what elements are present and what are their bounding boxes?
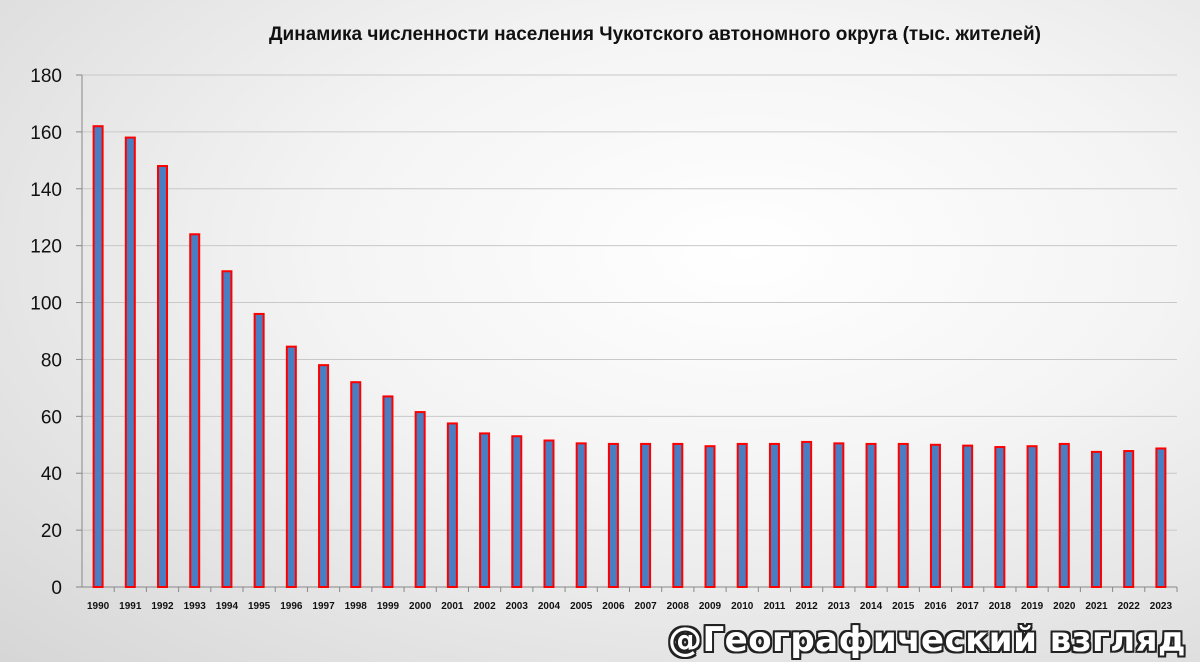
bar-2004 <box>543 439 555 588</box>
x-tick-label: 2018 <box>989 601 1012 612</box>
bar-2014 <box>865 442 877 588</box>
x-tick-label: 1998 <box>345 601 368 612</box>
x-tick-label: 2000 <box>409 601 432 612</box>
x-tick-label: 1996 <box>280 601 303 612</box>
x-tick-label: 1991 <box>119 601 142 612</box>
x-tick-labels: 1990 1991 1992 1993 1994 1995 1996 1997 1998 1999… <box>87 601 1172 612</box>
bar-1990 <box>92 125 104 588</box>
x-tick-label: 2021 <box>1085 601 1108 612</box>
x-tick-label: 1993 <box>184 601 207 612</box>
bar-2012 <box>801 440 813 588</box>
bar-1992 <box>157 165 169 588</box>
bar-2003 <box>511 435 523 588</box>
axes <box>76 74 1178 592</box>
bar-2011 <box>768 442 780 588</box>
x-tick-label: 2009 <box>699 601 722 612</box>
bar-2016 <box>929 443 941 588</box>
x-tick-label: 2011 <box>764 601 786 612</box>
y-tick-label: 100 <box>30 294 62 315</box>
x-tick-label: 1990 <box>87 601 110 612</box>
bar-1997 <box>318 364 330 588</box>
y-tick-label: 40 <box>41 464 62 485</box>
x-tick-label: 1992 <box>151 601 174 612</box>
bar-1995 <box>253 312 265 588</box>
grid-lines <box>82 74 1177 531</box>
y-tick-label: 0 <box>51 578 62 599</box>
x-tick-label: 2002 <box>473 601 496 612</box>
x-tick-label: 2023 <box>1150 601 1173 612</box>
y-tick-label: 140 <box>30 180 62 201</box>
bar-2018 <box>994 446 1006 589</box>
bar-2017 <box>962 444 974 588</box>
x-tick-label: 2005 <box>570 601 593 612</box>
x-tick-label: 2010 <box>731 601 754 612</box>
x-tick-label: 2001 <box>441 601 464 612</box>
x-tick-label: 1994 <box>216 601 239 612</box>
bar-2000 <box>414 411 426 589</box>
bar-2001 <box>446 422 458 589</box>
x-tick-label: 2015 <box>892 601 915 612</box>
bar-2007 <box>640 442 652 588</box>
bar-2019 <box>1026 445 1038 589</box>
bar-1994 <box>221 270 233 588</box>
x-tick-label: 1995 <box>248 601 271 612</box>
x-tick-label: 2022 <box>1118 601 1141 612</box>
x-tick-label: 2006 <box>602 601 625 612</box>
y-tick-labels: 0 20 40 60 80 100 120 140 160 180 <box>30 66 62 599</box>
bar-2022 <box>1123 450 1135 588</box>
y-tick-label: 80 <box>41 350 62 371</box>
bar-2009 <box>704 445 716 589</box>
x-tick-label: 2007 <box>634 601 657 612</box>
x-tick-label: 2004 <box>538 601 561 612</box>
x-tick-label: 2019 <box>1021 601 1044 612</box>
x-tick-label: 2020 <box>1053 601 1076 612</box>
x-tick-label: 2013 <box>828 601 851 612</box>
x-tick-label: 2017 <box>957 601 980 612</box>
x-tick-label: 1999 <box>377 601 400 612</box>
y-tick-label: 160 <box>30 123 62 144</box>
x-tick-label: 2008 <box>667 601 690 612</box>
x-tick-label: 1997 <box>312 601 335 612</box>
bar-2010 <box>736 442 748 588</box>
bar-2008 <box>672 442 684 588</box>
bar-1999 <box>382 395 394 588</box>
x-tick-label: 2012 <box>796 601 819 612</box>
bar-1991 <box>124 136 136 588</box>
y-tick-label: 20 <box>41 521 62 542</box>
y-tick-label: 60 <box>41 407 62 428</box>
bar-2002 <box>479 432 491 588</box>
bar-2021 <box>1090 450 1102 588</box>
y-tick-label: 180 <box>30 66 62 87</box>
x-tick-label: 2016 <box>924 601 947 612</box>
bar-2013 <box>833 442 845 588</box>
bar-2015 <box>897 442 909 588</box>
watermark: @Географический взгляд <box>667 620 1186 660</box>
bar-2023 <box>1155 447 1167 588</box>
bar-1993 <box>189 233 201 589</box>
bar-2020 <box>1058 442 1070 588</box>
x-tick-label: 2003 <box>506 601 529 612</box>
x-tick-label: 2014 <box>860 601 883 612</box>
y-tick-label: 120 <box>30 237 62 258</box>
bars <box>92 125 1167 589</box>
bar-2005 <box>575 442 587 588</box>
bar-1996 <box>285 345 297 588</box>
bar-1998 <box>350 381 362 589</box>
bar-2006 <box>607 442 619 588</box>
chart-title: Динамика численности населения Чукотског… <box>269 24 1041 45</box>
